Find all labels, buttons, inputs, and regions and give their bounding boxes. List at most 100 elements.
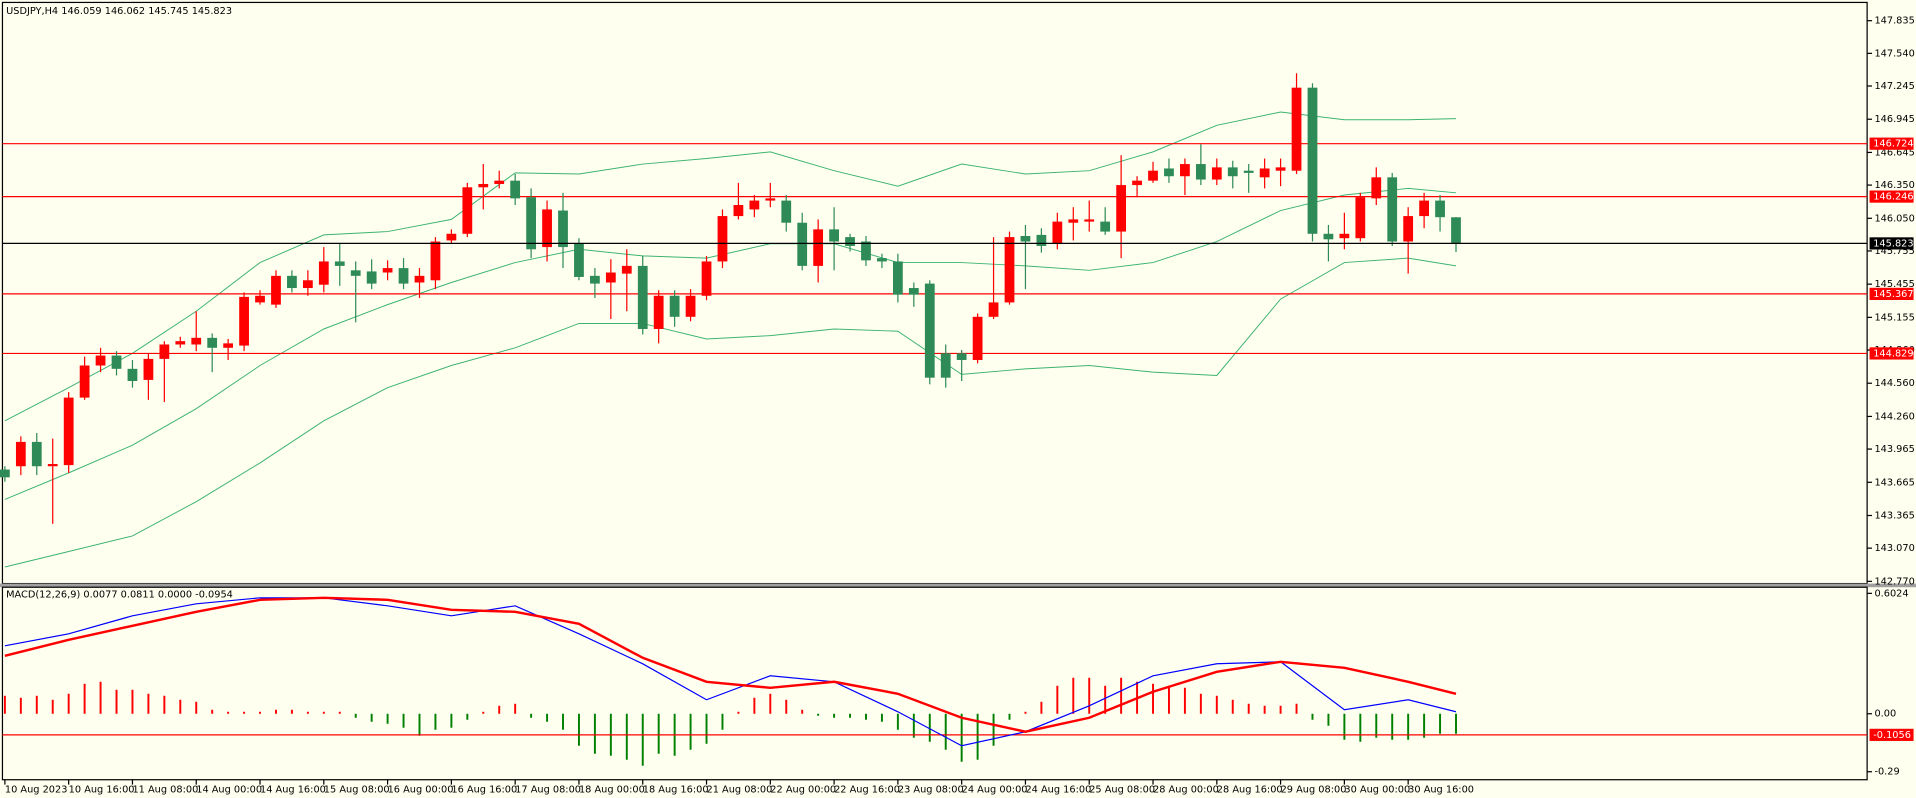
x-tick-label: 25 Aug 08:00: [1089, 784, 1155, 795]
candle-body: [669, 295, 680, 317]
candle-body: [685, 295, 696, 317]
macd-panel: [1, 586, 1868, 781]
level-label-box: [1869, 287, 1914, 300]
x-tick-label: 10 Aug 16:00: [69, 784, 135, 795]
candle-body: [1180, 164, 1190, 177]
x-tick-label: 29 Aug 08:00: [1281, 784, 1347, 795]
candle-body: [1068, 219, 1079, 223]
candle-body: [430, 241, 441, 281]
candle-body: [653, 295, 664, 329]
y-tick-label: 145.455: [1874, 279, 1914, 290]
macd-line: [4, 596, 1457, 733]
candle-body: [127, 368, 138, 382]
candle-body: [558, 210, 568, 248]
current-price-label: 145.823: [1873, 238, 1913, 249]
candle-body: [542, 209, 552, 248]
candle-body: [1132, 180, 1142, 186]
level-label-box: [1869, 728, 1914, 741]
candle-body: [733, 205, 744, 217]
candle-body: [590, 275, 600, 284]
candle-body: [1403, 216, 1414, 242]
candle-body: [1387, 177, 1398, 242]
x-tick-label: 30 Aug 00:00: [1344, 784, 1410, 795]
x-tick-label: 28 Aug 00:00: [1153, 784, 1219, 795]
candle-body: [924, 283, 935, 378]
candle-body: [1275, 167, 1286, 171]
level-label: 144.829: [1873, 348, 1913, 359]
level-label: 146.724: [1873, 139, 1913, 150]
candle-body: [271, 275, 281, 305]
y-tick-label: 144.560: [1874, 378, 1914, 389]
y-tick-label: 143.665: [1874, 477, 1914, 488]
candle-body: [1084, 219, 1095, 222]
candle-body: [1227, 167, 1238, 177]
y-tick-label: 145.755: [1874, 246, 1914, 257]
candle-body: [1259, 168, 1270, 178]
candle-body: [1100, 221, 1111, 232]
candle-body: [15, 441, 26, 467]
level-label: 146.246: [1873, 192, 1913, 203]
candle-body: [63, 397, 74, 466]
y-tick-label: 146.645: [1874, 147, 1914, 158]
candle-body: [111, 355, 122, 369]
candle-body: [302, 280, 313, 289]
bollinger-band: [4, 111, 1457, 422]
level-label-box: [1869, 190, 1914, 203]
candle-body: [1004, 237, 1015, 303]
candle-body: [845, 237, 855, 246]
candle-body: [956, 353, 967, 360]
candle-body: [1307, 87, 1318, 234]
candle-body: [1052, 221, 1063, 244]
x-tick-label: 16 Aug 00:00: [388, 784, 454, 795]
y-tick-label: 143.365: [1874, 511, 1914, 522]
candle-body: [478, 183, 489, 188]
candle-body: [988, 302, 999, 317]
x-tick-label: 24 Aug 16:00: [1025, 784, 1091, 795]
candle-body: [908, 288, 919, 295]
candle-body: [0, 469, 10, 478]
x-tick-label: 11 Aug 08:00: [132, 784, 198, 795]
x-tick-label: 21 Aug 08:00: [707, 784, 773, 795]
candle-body: [95, 355, 106, 366]
candle-body: [494, 180, 505, 184]
candle-body: [749, 200, 760, 210]
candle-body: [79, 365, 90, 398]
x-tick-label: 18 Aug 00:00: [579, 784, 645, 795]
candle-body: [47, 464, 58, 467]
x-tick-label: 15 Aug 08:00: [324, 784, 390, 795]
candle-body: [350, 270, 361, 276]
candle-body: [797, 222, 808, 266]
candle-body: [940, 353, 951, 378]
y-tick-label: 143.965: [1874, 444, 1914, 455]
candle-body: [414, 275, 425, 283]
x-tick-label: 30 Aug 16:00: [1408, 784, 1474, 795]
candle-body: [239, 296, 249, 346]
x-tick-label: 22 Aug 16:00: [834, 784, 900, 795]
candle-body: [1339, 233, 1350, 239]
y-tick-label: 143.070: [1874, 543, 1914, 554]
candle-body: [1036, 234, 1047, 246]
candle-body: [574, 243, 584, 277]
y-tick-label: 147.540: [1874, 48, 1914, 59]
candle-body: [382, 268, 393, 273]
y-tick-label: 146.945: [1874, 114, 1914, 125]
candle-body: [159, 344, 170, 359]
candle-body: [1164, 168, 1174, 177]
y-tick-label: 146.350: [1874, 180, 1914, 191]
candle-body: [877, 258, 887, 262]
candle-body: [191, 337, 202, 345]
x-tick-label: 17 Aug 08:00: [515, 784, 581, 795]
candle-body: [1243, 170, 1254, 173]
candle-body: [207, 337, 218, 348]
candle-body: [1451, 217, 1461, 244]
candle-body: [861, 241, 871, 261]
candle-body: [701, 261, 712, 296]
candle-body: [717, 216, 728, 262]
x-tick-label: 22 Aug 00:00: [770, 784, 836, 795]
candle-body: [1371, 177, 1382, 199]
candle-body: [1116, 185, 1127, 232]
